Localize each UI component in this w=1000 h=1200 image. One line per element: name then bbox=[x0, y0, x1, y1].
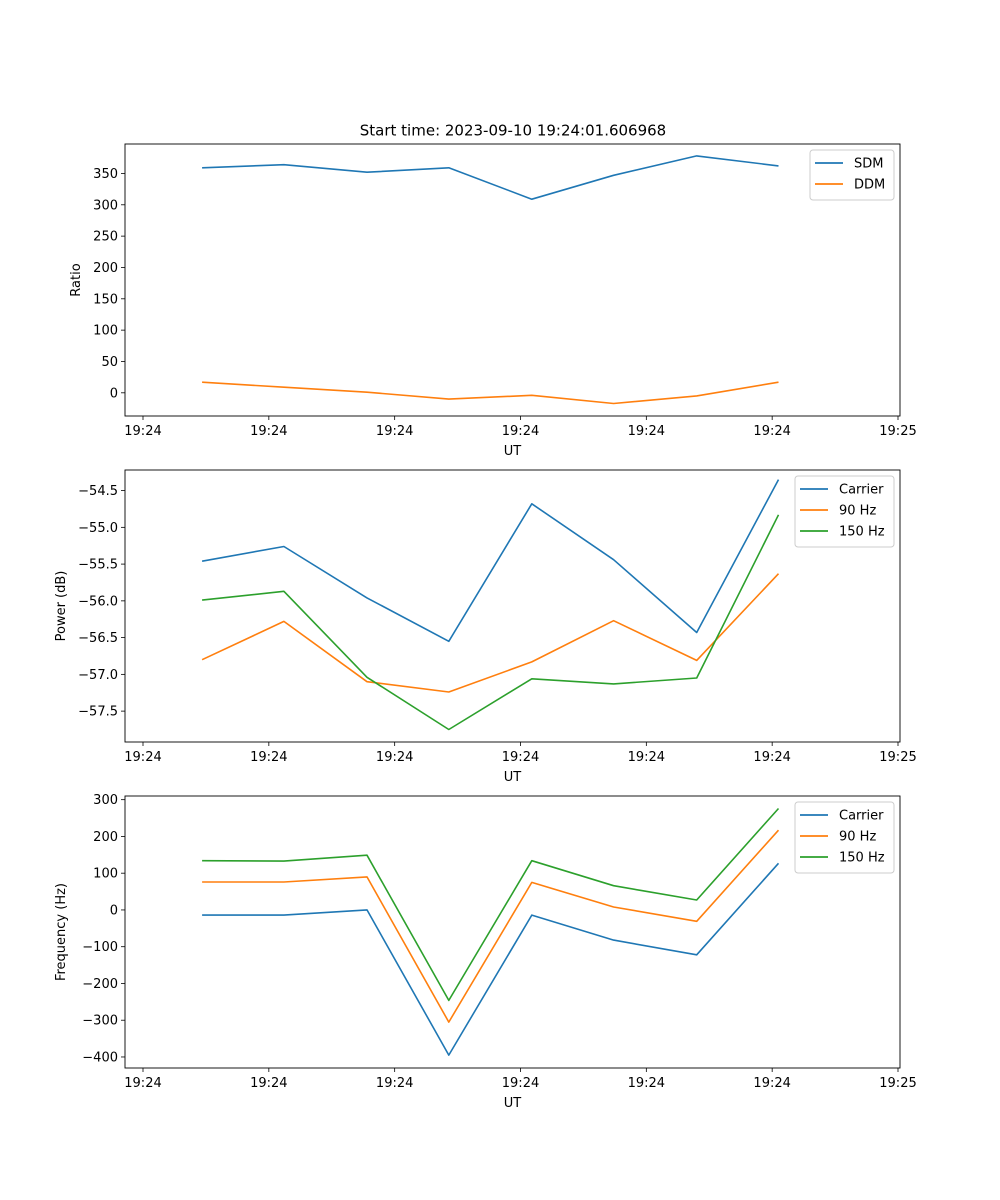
y-tick-label: −55.5 bbox=[78, 558, 118, 573]
y-axis-label: Ratio bbox=[69, 263, 84, 296]
y-tick-label: −54.5 bbox=[78, 484, 118, 499]
x-tick-label: 19:24 bbox=[628, 750, 665, 765]
y-tick-label: 350 bbox=[93, 167, 118, 182]
y-tick-label: −300 bbox=[82, 1014, 118, 1029]
y-tick-label: −55.0 bbox=[78, 521, 118, 536]
series-line-150-hz bbox=[202, 514, 780, 731]
legend-entry: Carrier bbox=[839, 483, 884, 498]
x-tick-label: 19:24 bbox=[124, 424, 161, 439]
y-tick-label: 150 bbox=[93, 292, 118, 307]
y-tick-label: 300 bbox=[93, 198, 118, 213]
y-axis-label: Frequency (Hz) bbox=[54, 883, 69, 981]
x-tick-label: 19:24 bbox=[250, 1076, 287, 1091]
y-tick-label: −100 bbox=[82, 940, 118, 955]
x-tick-label: 19:24 bbox=[124, 1076, 161, 1091]
x-tick-label: 19:24 bbox=[376, 424, 413, 439]
legend-entry: 150 Hz bbox=[839, 525, 885, 540]
legend: SDM DDM bbox=[809, 149, 895, 201]
legend-entry: 150 Hz bbox=[839, 851, 885, 866]
legend: Carrier 90 Hz 150 Hz bbox=[794, 475, 895, 548]
legend-entry: SDM bbox=[854, 157, 883, 172]
x-tick-label: 19:24 bbox=[628, 424, 665, 439]
legend-entry: DDM bbox=[854, 178, 885, 193]
series-line-carrier bbox=[201, 479, 780, 643]
x-tick-label: 19:24 bbox=[502, 1076, 539, 1091]
y-tick-label: 100 bbox=[93, 867, 118, 882]
x-tick-label: 19:24 bbox=[502, 750, 539, 765]
series-line-90-hz bbox=[202, 829, 780, 1023]
chart-panel-3: 19:24 19:24 19:24 19:24 19:24 19:24 19:25 −400 −… bbox=[54, 793, 917, 1111]
series-line-carrier bbox=[202, 862, 780, 1056]
x-tick-label: 19:25 bbox=[879, 1076, 916, 1091]
y-tick-label: 100 bbox=[93, 324, 118, 339]
x-tick-label: 19:24 bbox=[628, 1076, 665, 1091]
plot-frame bbox=[124, 143, 901, 417]
y-tick-label: −400 bbox=[82, 1050, 118, 1065]
series-line-90-hz bbox=[201, 573, 780, 693]
figure-title: Start time: 2023-09-10 19:24:01.606968 bbox=[360, 122, 666, 140]
x-tick-label: 19:25 bbox=[879, 750, 916, 765]
y-tick-label: −56.5 bbox=[78, 631, 118, 646]
legend-entry: 90 Hz bbox=[839, 504, 876, 519]
plot-frame bbox=[124, 795, 901, 1069]
y-tick-label: 300 bbox=[93, 793, 118, 808]
y-axis-label: Power (dB) bbox=[54, 571, 69, 642]
x-tick-label: 19:24 bbox=[250, 750, 287, 765]
x-tick-label: 19:24 bbox=[753, 1076, 790, 1091]
y-tick-label: 50 bbox=[101, 355, 118, 370]
x-axis-label: UT bbox=[504, 444, 522, 459]
x-tick-label: 19:24 bbox=[376, 1076, 413, 1091]
chart-panel-2: 19:24 19:24 19:24 19:24 19:24 19:24 19:25 −57.5… bbox=[54, 469, 917, 785]
y-tick-label: −57.5 bbox=[78, 705, 118, 720]
x-tick-label: 19:24 bbox=[124, 750, 161, 765]
x-tick-label: 19:24 bbox=[250, 424, 287, 439]
x-tick-label: 19:24 bbox=[376, 750, 413, 765]
y-tick-label: 200 bbox=[93, 261, 118, 276]
legend-entry: Carrier bbox=[839, 809, 884, 824]
series-line-sdm bbox=[202, 155, 779, 200]
legend-box bbox=[794, 801, 895, 874]
panels-container: 19:24 19:24 19:24 19:24 19:24 19:24 19:25 0 50 10… bbox=[54, 143, 917, 1111]
x-tick-label: 19:24 bbox=[753, 750, 790, 765]
legend-box bbox=[794, 475, 895, 548]
x-tick-label: 19:24 bbox=[753, 424, 790, 439]
y-tick-label: 0 bbox=[110, 386, 118, 401]
y-tick-label: −57.0 bbox=[78, 668, 118, 683]
legend: Carrier 90 Hz 150 Hz bbox=[794, 801, 895, 874]
x-axis-label: UT bbox=[504, 770, 522, 785]
chart-panel-1: 19:24 19:24 19:24 19:24 19:24 19:24 19:25 0 50 10… bbox=[69, 143, 917, 459]
y-tick-label: 200 bbox=[93, 830, 118, 845]
plot-frame bbox=[124, 469, 901, 743]
series-line-150-hz bbox=[202, 807, 780, 1002]
series-line-ddm bbox=[202, 381, 779, 405]
y-tick-label: 250 bbox=[93, 230, 118, 245]
x-axis-label: UT bbox=[504, 1096, 522, 1111]
x-tick-label: 19:24 bbox=[502, 424, 539, 439]
x-tick-label: 19:25 bbox=[879, 424, 916, 439]
y-tick-label: −200 bbox=[82, 977, 118, 992]
legend-entry: 90 Hz bbox=[839, 830, 876, 845]
y-tick-label: −56.0 bbox=[78, 594, 118, 609]
y-tick-label: 0 bbox=[110, 903, 118, 918]
